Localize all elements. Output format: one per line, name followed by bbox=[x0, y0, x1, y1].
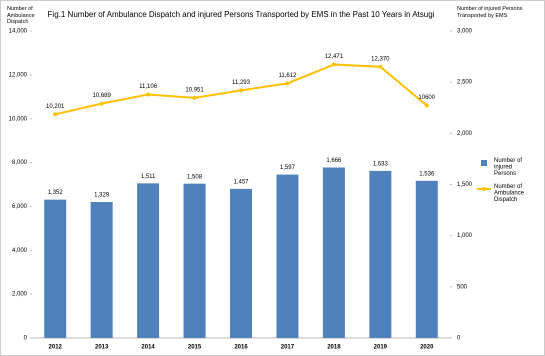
legend-swatch bbox=[481, 160, 487, 166]
legend-swatch bbox=[482, 187, 486, 191]
y-tick-label: 8,000 bbox=[12, 160, 28, 166]
bar-value-label: 1,633 bbox=[373, 161, 389, 167]
y-tick-label: 12,000 bbox=[9, 72, 28, 78]
y2-tick-label: 2,000 bbox=[457, 131, 473, 137]
bar bbox=[322, 167, 345, 338]
bar bbox=[44, 199, 67, 338]
bar-value-label: 1,536 bbox=[419, 171, 435, 177]
bar-value-label: 1,329 bbox=[94, 193, 110, 199]
bar bbox=[276, 174, 299, 338]
bar-value-label: 1,597 bbox=[280, 165, 296, 171]
x-tick-label: 2016 bbox=[234, 345, 248, 351]
line-value-label: 10,951 bbox=[185, 87, 204, 93]
line-marker bbox=[99, 101, 104, 106]
bar-value-label: 1,352 bbox=[48, 190, 64, 196]
line-value-label: 11,293 bbox=[232, 80, 251, 86]
x-tick-label: 2015 bbox=[188, 345, 202, 351]
line-marker bbox=[53, 112, 58, 117]
line-value-label: 12,471 bbox=[325, 54, 344, 60]
bar-value-label: 1,666 bbox=[326, 158, 342, 164]
y-tick-label: 6,000 bbox=[12, 204, 28, 210]
bar bbox=[369, 170, 392, 338]
line-value-label: 11,612 bbox=[278, 73, 297, 79]
y-tick-label: 0 bbox=[24, 336, 28, 342]
y2-tick-label: 2,500 bbox=[457, 80, 473, 86]
line-marker bbox=[331, 62, 336, 67]
line-marker bbox=[424, 103, 429, 108]
line-marker bbox=[146, 92, 151, 97]
y2-axis-label: Number of injured Persons Transported by… bbox=[457, 6, 523, 19]
line-marker bbox=[378, 64, 383, 69]
x-tick-label: 2013 bbox=[95, 345, 109, 351]
y-tick-label: 14,000 bbox=[9, 29, 28, 35]
line-value-label: 12,370 bbox=[371, 56, 390, 62]
y-axis-label: Number of Ambulance Dispatch bbox=[7, 6, 35, 25]
y2-tick-label: 500 bbox=[457, 284, 468, 290]
line-marker bbox=[239, 88, 243, 93]
x-tick-label: 2019 bbox=[374, 345, 388, 351]
x-tick-label: 2018 bbox=[327, 345, 341, 351]
line-value-label: 10600 bbox=[418, 95, 435, 101]
bar-value-label: 1,511 bbox=[141, 174, 156, 180]
y-tick-label: 10,000 bbox=[9, 116, 28, 122]
y2-tick-label: 0 bbox=[457, 336, 461, 342]
line-value-label: 10,689 bbox=[92, 93, 111, 99]
bar bbox=[183, 183, 206, 338]
y2-tick-label: 1,500 bbox=[457, 182, 473, 188]
line-marker bbox=[285, 81, 290, 86]
legend-label: Number of injured Persons bbox=[494, 158, 522, 177]
y2-tick-label: 1,000 bbox=[457, 233, 473, 239]
x-tick-label: 2017 bbox=[281, 345, 295, 351]
chart-title: Fig.1 Number of Ambulance Dispatch and i… bbox=[48, 10, 435, 19]
x-tick-label: 2020 bbox=[420, 345, 434, 351]
bar bbox=[415, 180, 438, 338]
bar bbox=[90, 201, 113, 338]
bar bbox=[137, 183, 160, 338]
bar-value-label: 1,508 bbox=[187, 174, 203, 180]
line-value-label: 11,106 bbox=[139, 84, 158, 90]
bar-value-label: 1,457 bbox=[233, 179, 249, 185]
y2-tick-label: 3,000 bbox=[457, 29, 473, 35]
bar bbox=[230, 188, 252, 338]
y-tick-label: 4,000 bbox=[12, 248, 28, 254]
line-value-label: 10,201 bbox=[46, 104, 65, 110]
legend-label: Number of Ambulance Dispatch bbox=[494, 184, 525, 203]
x-tick-label: 2012 bbox=[49, 345, 63, 351]
line-marker bbox=[192, 95, 197, 100]
x-tick-label: 2014 bbox=[141, 345, 155, 351]
y-tick-label: 2,000 bbox=[12, 292, 28, 298]
